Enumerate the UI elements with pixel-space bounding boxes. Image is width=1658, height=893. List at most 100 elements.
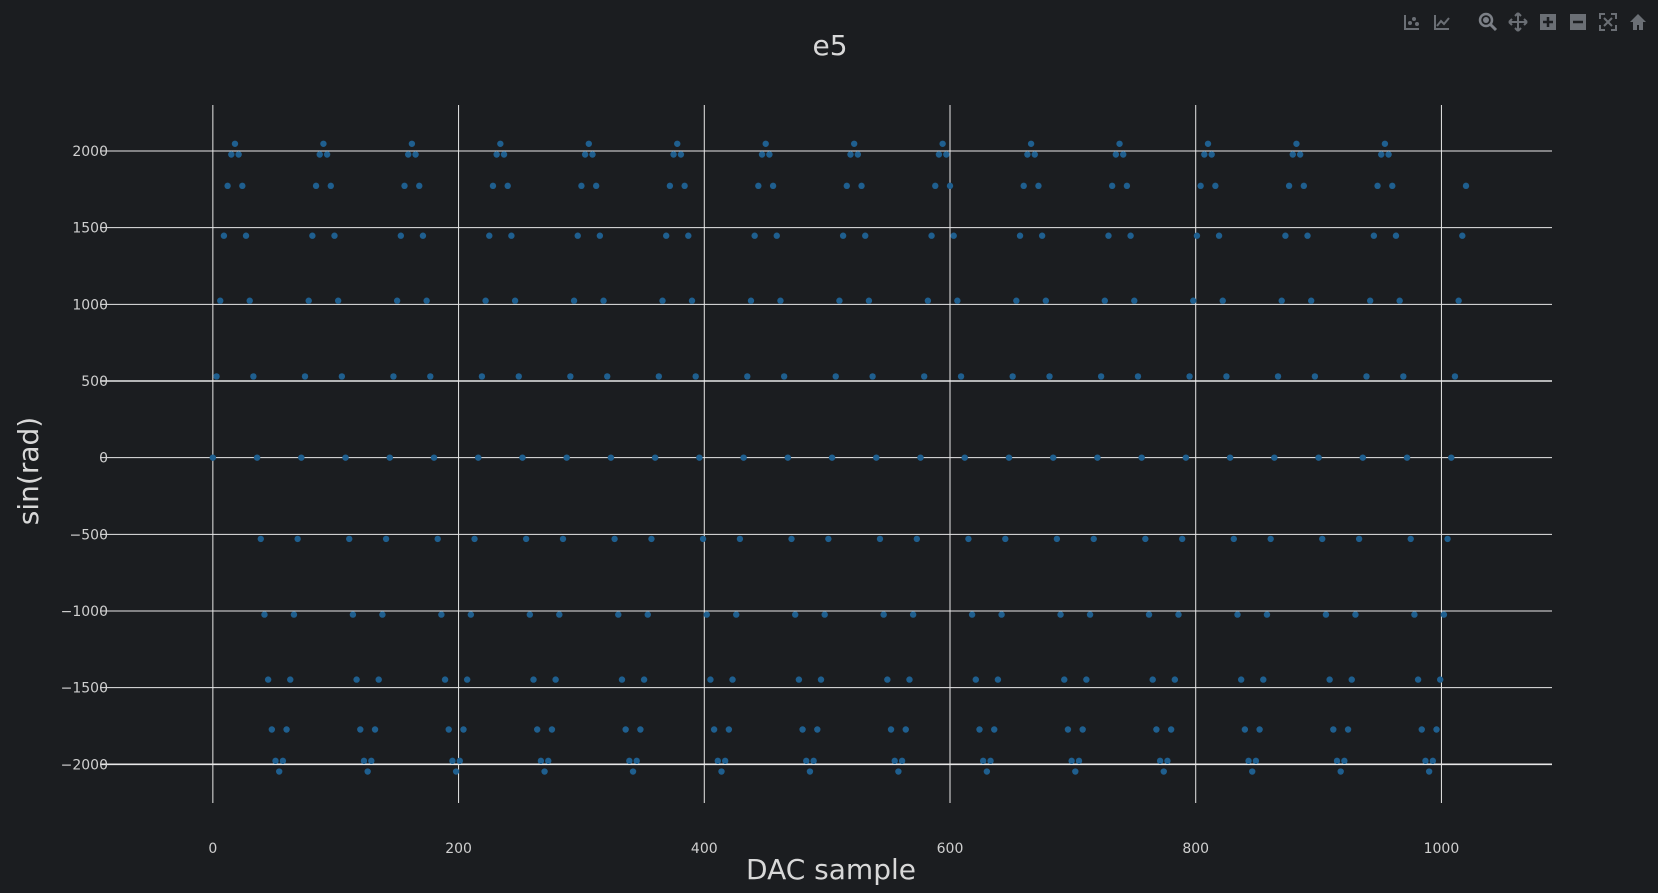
- data-point[interactable]: [895, 768, 902, 775]
- data-point[interactable]: [957, 373, 965, 380]
- data-point[interactable]: [884, 676, 891, 683]
- data-point[interactable]: [261, 611, 268, 618]
- data-point[interactable]: [228, 151, 235, 158]
- data-point[interactable]: [327, 182, 334, 190]
- data-point[interactable]: [637, 726, 644, 733]
- data-point[interactable]: [504, 182, 511, 190]
- data-point[interactable]: [478, 373, 486, 380]
- data-point[interactable]: [1278, 297, 1285, 304]
- data-point[interactable]: [714, 757, 721, 765]
- data-point[interactable]: [1127, 232, 1134, 239]
- data-point[interactable]: [806, 768, 814, 775]
- data-point[interactable]: [1429, 757, 1437, 765]
- data-point[interactable]: [342, 454, 349, 461]
- zoom-button[interactable]: [1476, 10, 1500, 34]
- data-point[interactable]: [423, 297, 430, 304]
- data-point[interactable]: [430, 454, 438, 461]
- data-point[interactable]: [1046, 373, 1053, 380]
- data-point[interactable]: [456, 757, 463, 765]
- data-point[interactable]: [1374, 182, 1381, 190]
- data-point[interactable]: [803, 757, 810, 765]
- data-point[interactable]: [1197, 182, 1204, 190]
- data-point[interactable]: [1296, 151, 1304, 158]
- data-point[interactable]: [1024, 151, 1031, 158]
- data-point[interactable]: [1190, 297, 1197, 304]
- data-point[interactable]: [353, 676, 360, 683]
- data-point[interactable]: [629, 768, 637, 775]
- data-point[interactable]: [615, 611, 622, 618]
- data-point[interactable]: [1156, 757, 1164, 765]
- data-point[interactable]: [379, 611, 386, 618]
- data-point[interactable]: [1366, 297, 1374, 304]
- data-point[interactable]: [659, 297, 666, 304]
- data-point[interactable]: [338, 373, 346, 380]
- data-point[interactable]: [913, 535, 921, 543]
- data-point[interactable]: [1072, 768, 1079, 775]
- data-point[interactable]: [552, 676, 559, 683]
- data-point[interactable]: [1330, 726, 1337, 733]
- data-point[interactable]: [1462, 182, 1470, 190]
- data-point[interactable]: [965, 535, 972, 543]
- data-point[interactable]: [626, 757, 633, 765]
- data-point[interactable]: [604, 373, 611, 380]
- data-point[interactable]: [924, 297, 932, 304]
- data-point[interactable]: [648, 535, 655, 543]
- data-point[interactable]: [581, 151, 589, 158]
- data-point[interactable]: [773, 232, 780, 239]
- data-point[interactable]: [1389, 182, 1396, 190]
- data-point[interactable]: [1075, 757, 1083, 765]
- data-point[interactable]: [751, 232, 758, 239]
- data-point[interactable]: [393, 297, 401, 304]
- data-point[interactable]: [548, 726, 556, 733]
- data-point[interactable]: [1448, 454, 1455, 461]
- data-point[interactable]: [1322, 611, 1330, 618]
- data-point[interactable]: [1145, 611, 1153, 618]
- data-point[interactable]: [567, 373, 574, 380]
- closest-data-button[interactable]: [1430, 10, 1454, 34]
- data-point[interactable]: [276, 768, 283, 775]
- data-point[interactable]: [685, 232, 692, 239]
- data-point[interactable]: [736, 535, 744, 543]
- data-point[interactable]: [817, 676, 825, 683]
- data-point[interactable]: [427, 373, 434, 380]
- data-point[interactable]: [928, 232, 935, 239]
- data-point[interactable]: [1027, 140, 1035, 147]
- autoscale-button[interactable]: [1596, 10, 1620, 34]
- data-point[interactable]: [419, 232, 427, 239]
- data-point[interactable]: [692, 373, 699, 380]
- data-point[interactable]: [1352, 611, 1359, 618]
- data-point[interactable]: [968, 611, 976, 618]
- data-point[interactable]: [721, 757, 729, 765]
- data-point[interactable]: [486, 232, 493, 239]
- data-point[interactable]: [1079, 726, 1086, 733]
- data-point[interactable]: [1437, 676, 1444, 683]
- data-point[interactable]: [1252, 757, 1260, 765]
- data-point[interactable]: [795, 676, 803, 683]
- data-point[interactable]: [762, 140, 769, 147]
- data-point[interactable]: [1061, 676, 1068, 683]
- data-point[interactable]: [1064, 726, 1072, 733]
- data-point[interactable]: [1267, 535, 1274, 543]
- data-point[interactable]: [729, 676, 736, 683]
- data-point[interactable]: [463, 676, 471, 683]
- data-point[interactable]: [1363, 373, 1370, 380]
- data-point[interactable]: [1175, 611, 1182, 618]
- data-point[interactable]: [397, 232, 405, 239]
- data-point[interactable]: [1311, 373, 1319, 380]
- data-point[interactable]: [854, 151, 862, 158]
- data-point[interactable]: [640, 676, 648, 683]
- data-point[interactable]: [681, 182, 688, 190]
- data-point[interactable]: [1245, 757, 1252, 765]
- data-point[interactable]: [1337, 768, 1344, 775]
- data-point[interactable]: [1241, 726, 1249, 733]
- data-point[interactable]: [747, 297, 755, 304]
- data-point[interactable]: [600, 297, 607, 304]
- data-point[interactable]: [699, 535, 707, 543]
- data-point[interactable]: [611, 535, 618, 543]
- data-point[interactable]: [482, 297, 489, 304]
- data-point[interactable]: [906, 676, 913, 683]
- data-point[interactable]: [279, 757, 287, 765]
- data-point[interactable]: [909, 611, 917, 618]
- data-point[interactable]: [412, 151, 419, 158]
- data-point[interactable]: [1304, 232, 1311, 239]
